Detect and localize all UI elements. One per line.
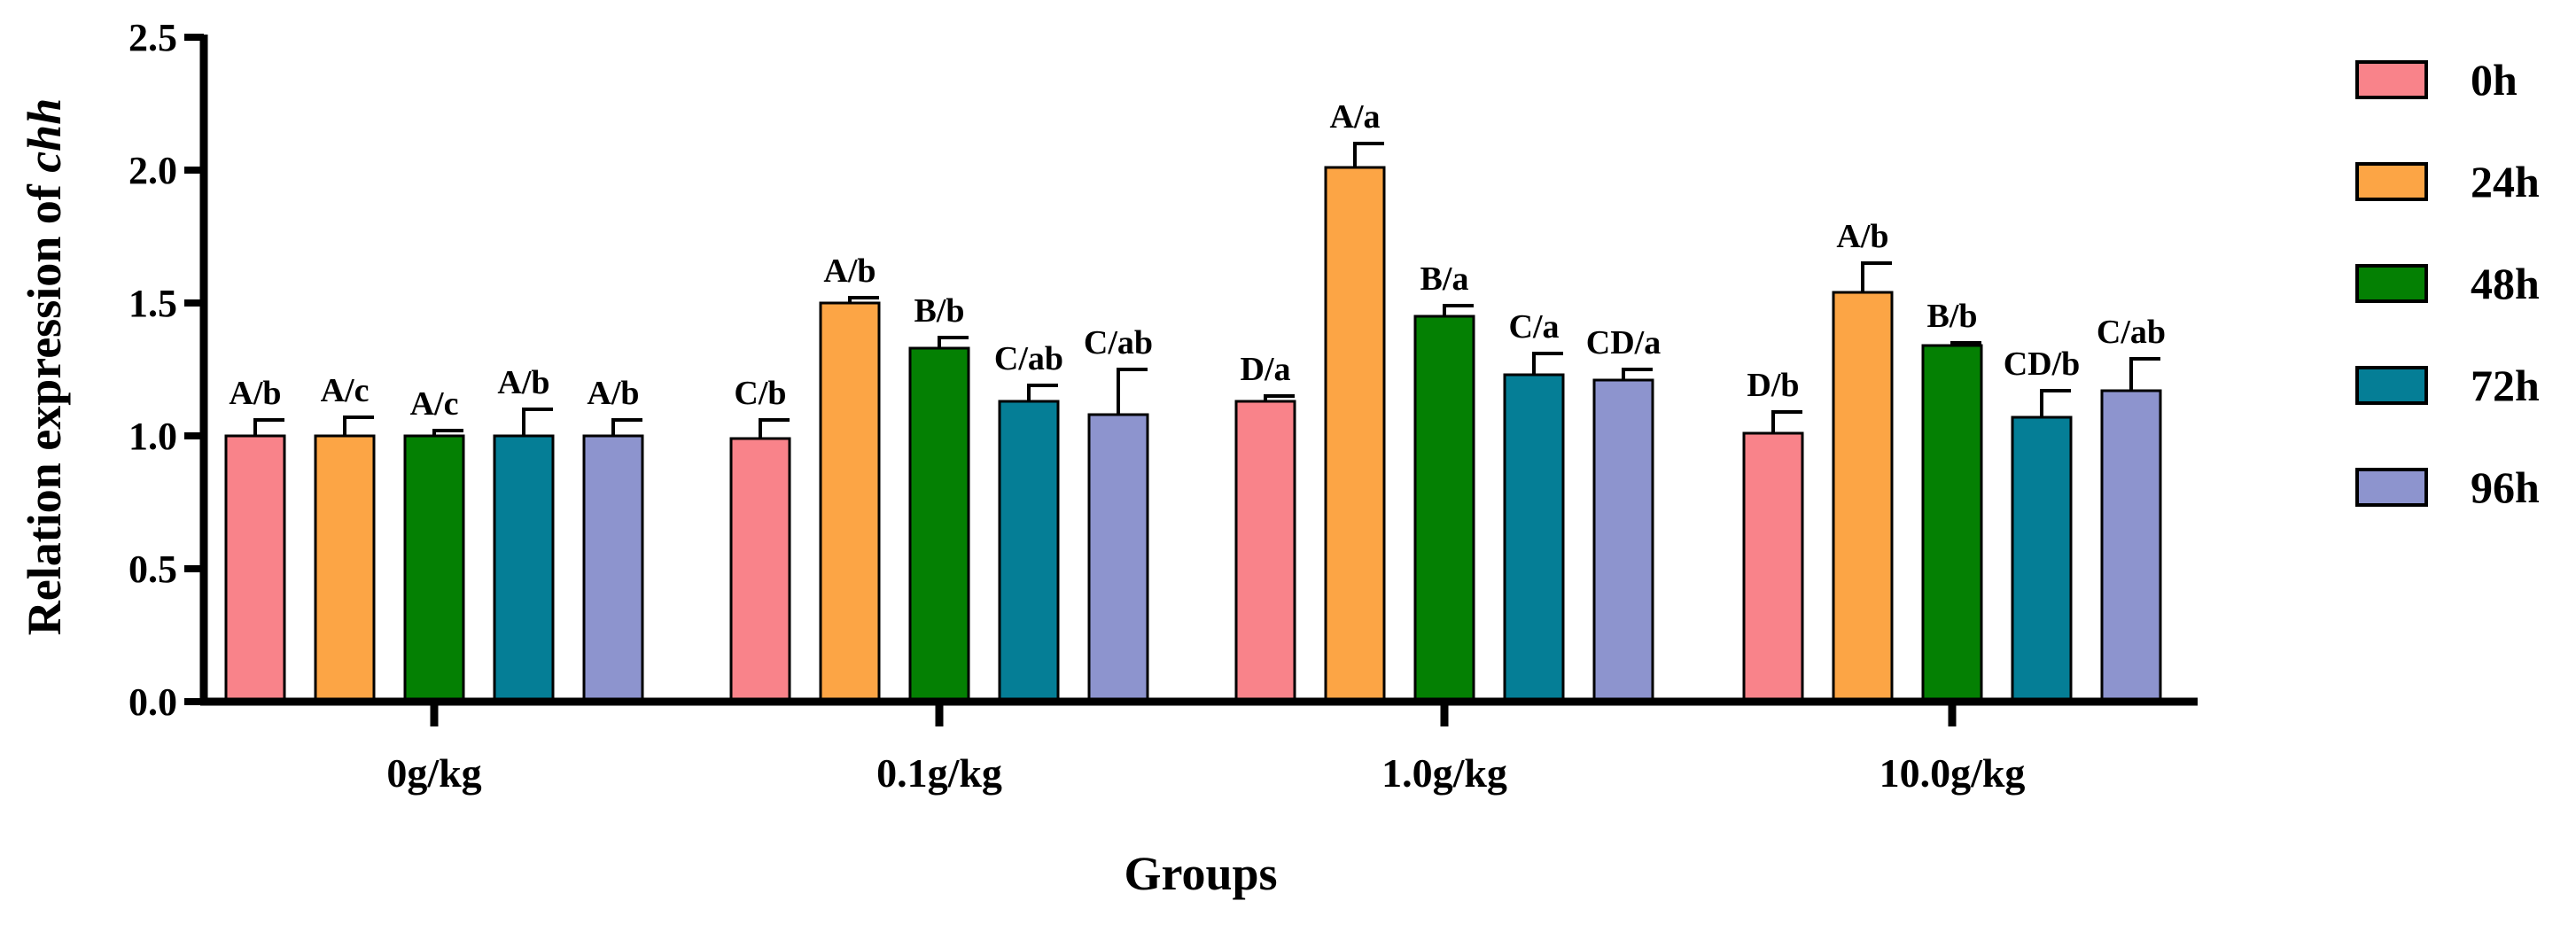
significance-label: C/a [1509,308,1560,346]
y-axis: 0.0 0.5 1.0 1.5 2.0 2.5 [128,16,208,724]
legend-label: 48h [2471,259,2540,308]
legend-label: 96h [2471,462,2540,512]
bar [908,346,970,703]
significance-label: C/b [734,375,786,412]
y-tick-label: 1.5 [128,282,177,325]
significance-label: B/b [914,292,964,330]
significance-label: C/ab [2097,314,2166,351]
significance-label: B/b [1926,298,1977,335]
x-tick-label: 0g/kg [386,750,481,796]
significance-label: A/c [410,385,459,423]
plot-area: A/b A/c A/c A/b A/b C/b A/b B/b C/ab C/ab D/a A/a B/… [224,98,2166,703]
bar [1832,291,1894,703]
significance-label: A/a [1330,98,1381,136]
significance-label: A/b [587,375,639,412]
bar [1087,413,1149,703]
y-tick-label: 1.0 [128,415,177,458]
significance-label: A/b [823,252,876,290]
bar [403,434,465,703]
bar [314,434,376,703]
legend-label: 72h [2471,361,2540,410]
significance-label: C/ab [994,340,1063,377]
bar [2011,416,2073,703]
x-axis: 0g/kg 0.1g/kg 1.0g/kg 10.0g/kg [200,697,2198,796]
bar [582,434,644,703]
y-tick-label: 2.5 [128,16,177,59]
bar [1503,373,1565,703]
bar [998,400,1060,703]
bar [2100,389,2162,703]
y-tick-label: 0.5 [128,548,177,591]
significance-label: C/ab [1084,324,1153,361]
significance-label: A/b [229,375,281,412]
bar [1413,315,1475,703]
significance-label: A/b [497,364,549,401]
bar [819,301,881,703]
bar [729,437,791,703]
significance-label: A/c [321,372,370,409]
x-tick-label: 0.1g/kg [876,750,1002,796]
legend-label: 24h [2471,157,2540,206]
significance-label: CD/b [2004,346,2081,383]
legend-swatch [2355,264,2428,303]
x-tick-label: 1.0g/kg [1381,750,1507,796]
significance-label: D/b [1747,367,1799,404]
bar [493,434,555,703]
legend-swatch [2355,468,2428,507]
y-axis-title: Relation expression of chh [18,98,71,636]
significance-label: D/a [1241,351,1291,388]
bar [1324,166,1386,703]
bar [1592,378,1654,703]
significance-label: A/b [1836,218,1888,255]
significance-label: CD/a [1586,324,1661,361]
bar [1234,400,1296,703]
bar [1921,344,1983,703]
y-tick-label: 0.0 [128,680,177,724]
bar [224,434,286,703]
legend-swatch [2355,60,2428,99]
x-axis-title: Groups [1124,847,1277,900]
significance-label: B/a [1420,260,1469,298]
legend-label: 0h [2471,55,2518,105]
legend-swatch [2355,162,2428,201]
legend-swatch [2355,366,2428,405]
bar [1742,431,1804,703]
legend: 0h 24h 48h 72h 96h [2355,55,2540,512]
x-tick-label: 10.0g/kg [1879,750,2026,796]
y-tick-label: 2.0 [128,149,177,192]
